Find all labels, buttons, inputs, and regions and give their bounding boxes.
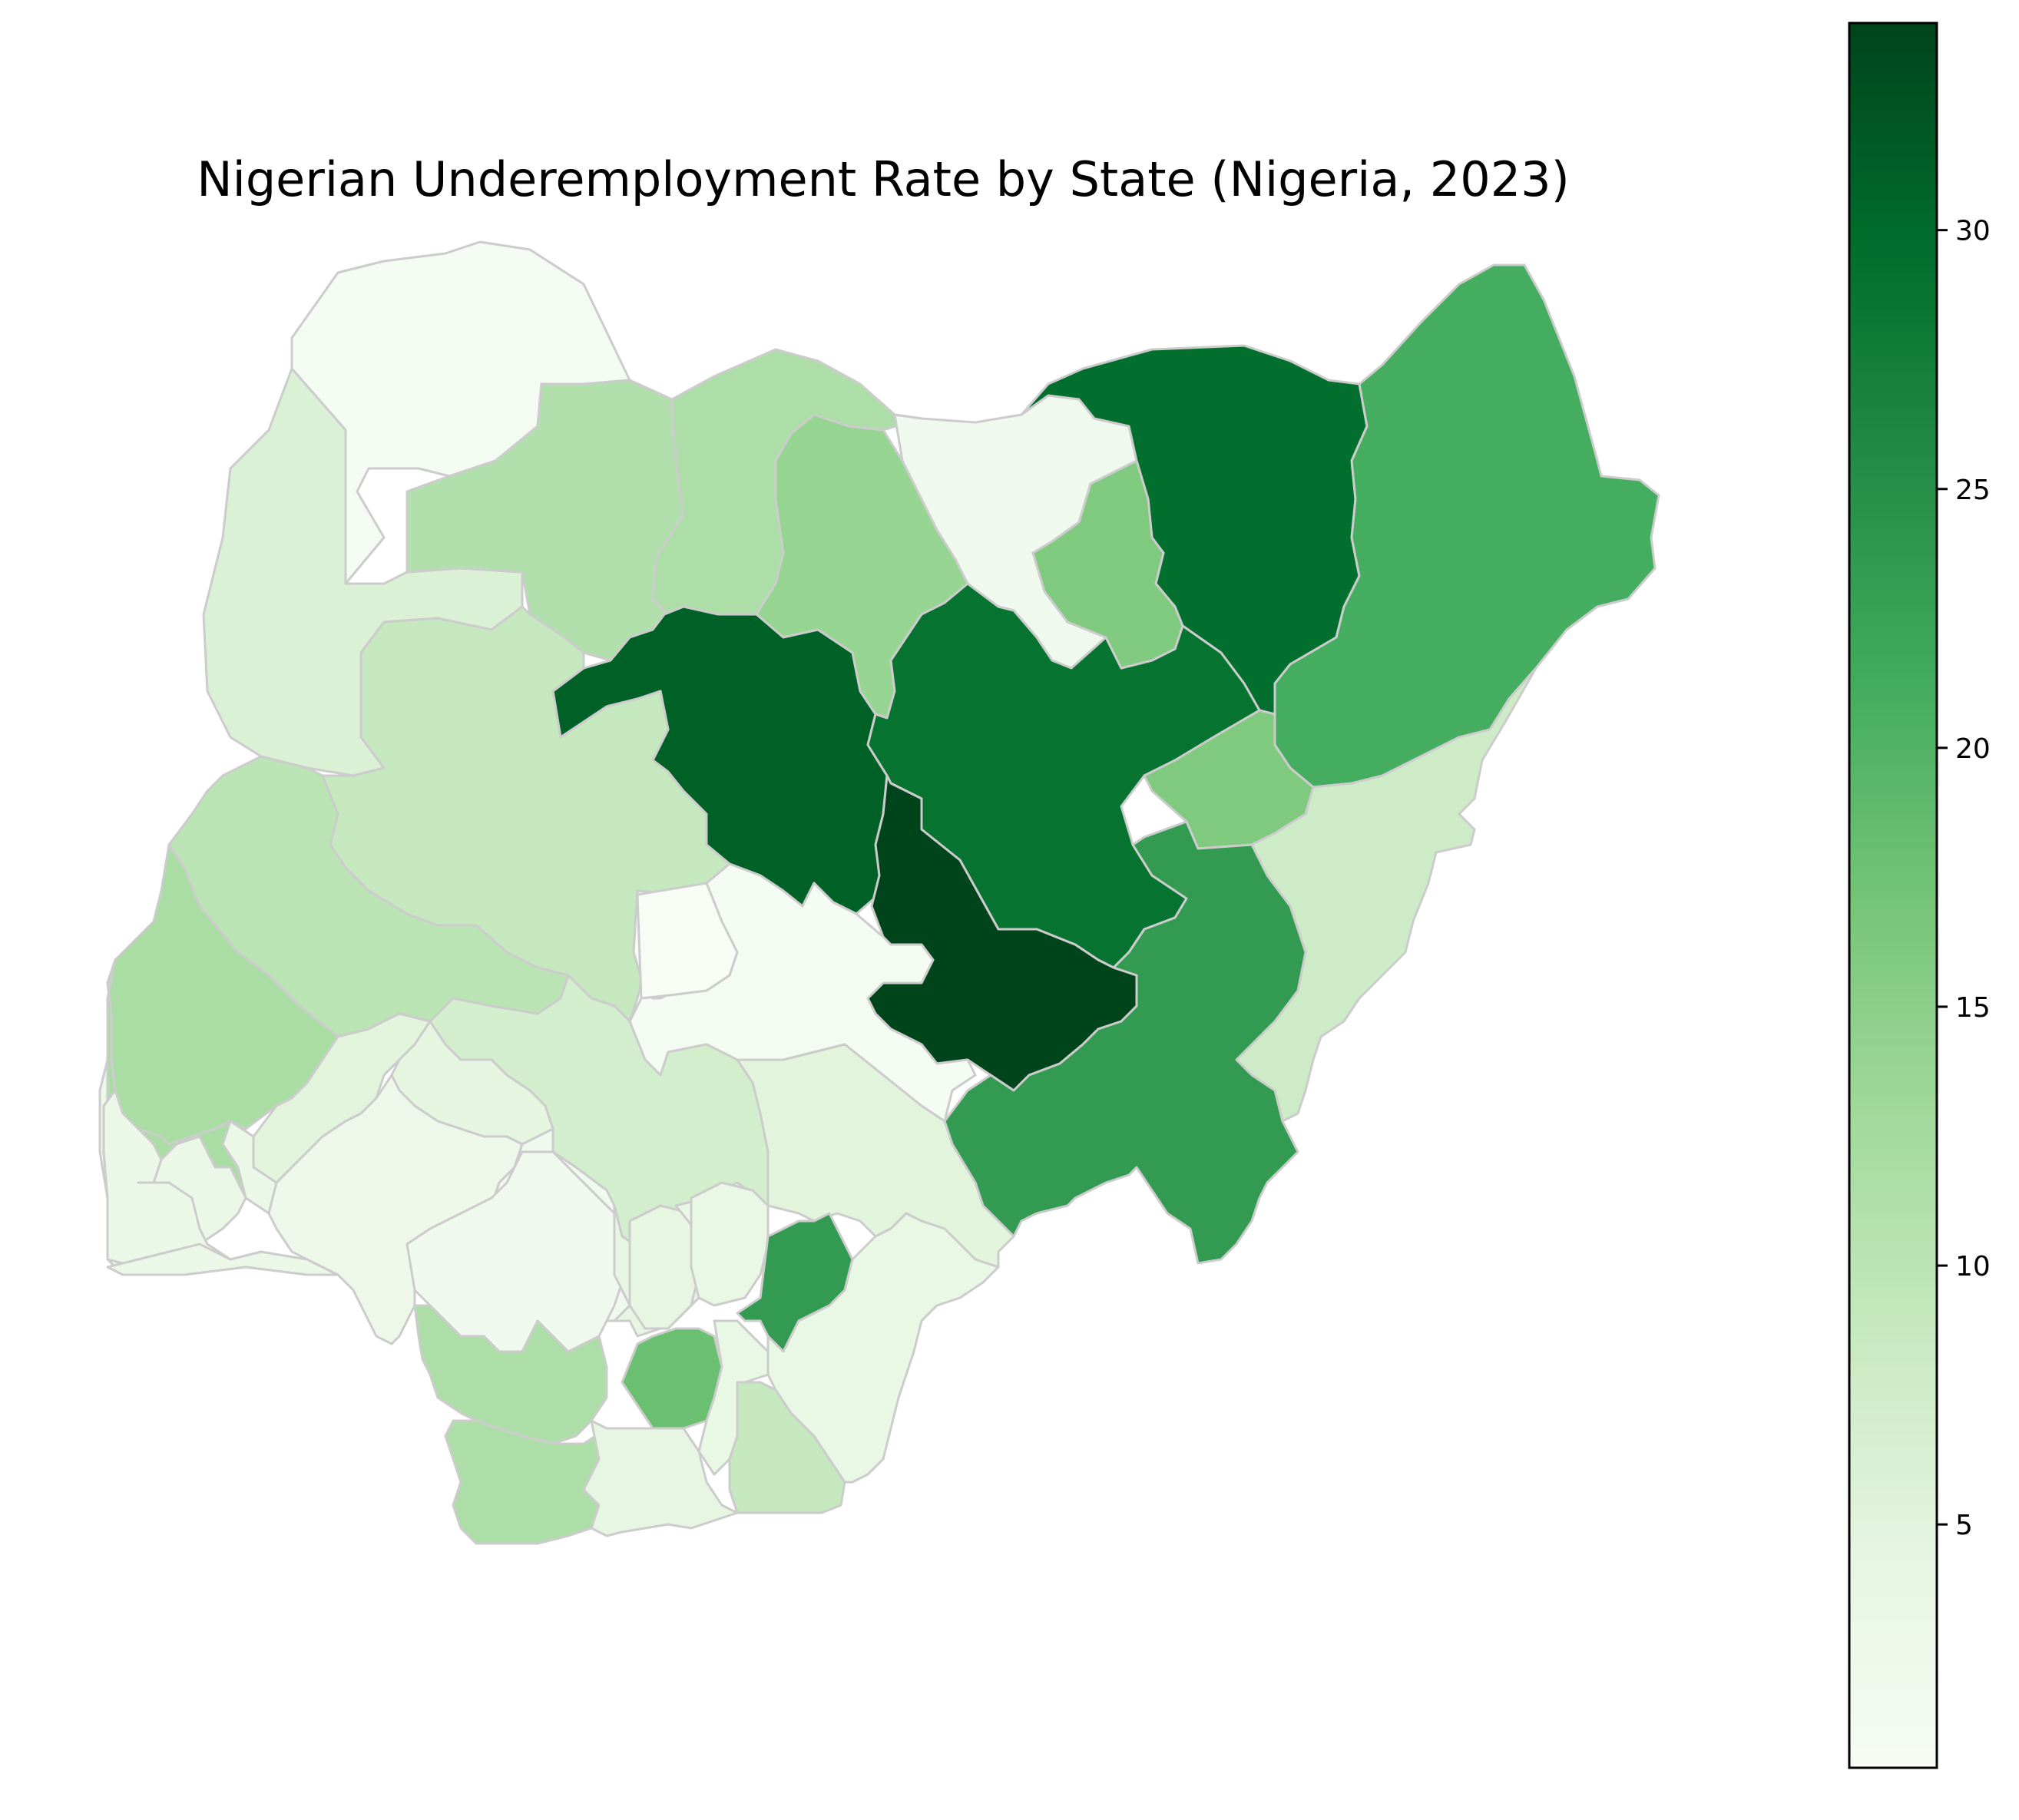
state-rivers: [582, 1419, 739, 1537]
colorbar-tick-label: 15: [1955, 992, 1991, 1024]
colorbar-tick-label: 25: [1955, 475, 1991, 506]
state-adamawa: [1235, 667, 1537, 1123]
state-delta: [413, 1304, 608, 1445]
state-fct-core: [636, 882, 739, 1000]
state-taraba: [943, 820, 1307, 1265]
chart-title: Nigerian Underemployment Rate by State (…: [197, 151, 1570, 207]
colorbar-tick-label: 10: [1955, 1251, 1991, 1282]
state-cross-river: [766, 1212, 1000, 1484]
nigeria-map: [98, 240, 1660, 1545]
colorbar: 5 10 15 20 25 30: [1848, 22, 1991, 1769]
colorbar-ticks: 5 10 15 20 25 30: [1937, 216, 1991, 1541]
state-gombe: [1031, 459, 1184, 670]
colorbar-tick-label: 20: [1955, 733, 1991, 765]
colorbar-gradient: [1848, 22, 1938, 1769]
colorbar-tick-label: 30: [1955, 216, 1991, 247]
colorbar-tick-label: 5: [1955, 1510, 1973, 1541]
state-imo: [621, 1327, 723, 1430]
state-bayelsa: [444, 1419, 608, 1545]
state-enugu-main: [690, 1181, 770, 1307]
